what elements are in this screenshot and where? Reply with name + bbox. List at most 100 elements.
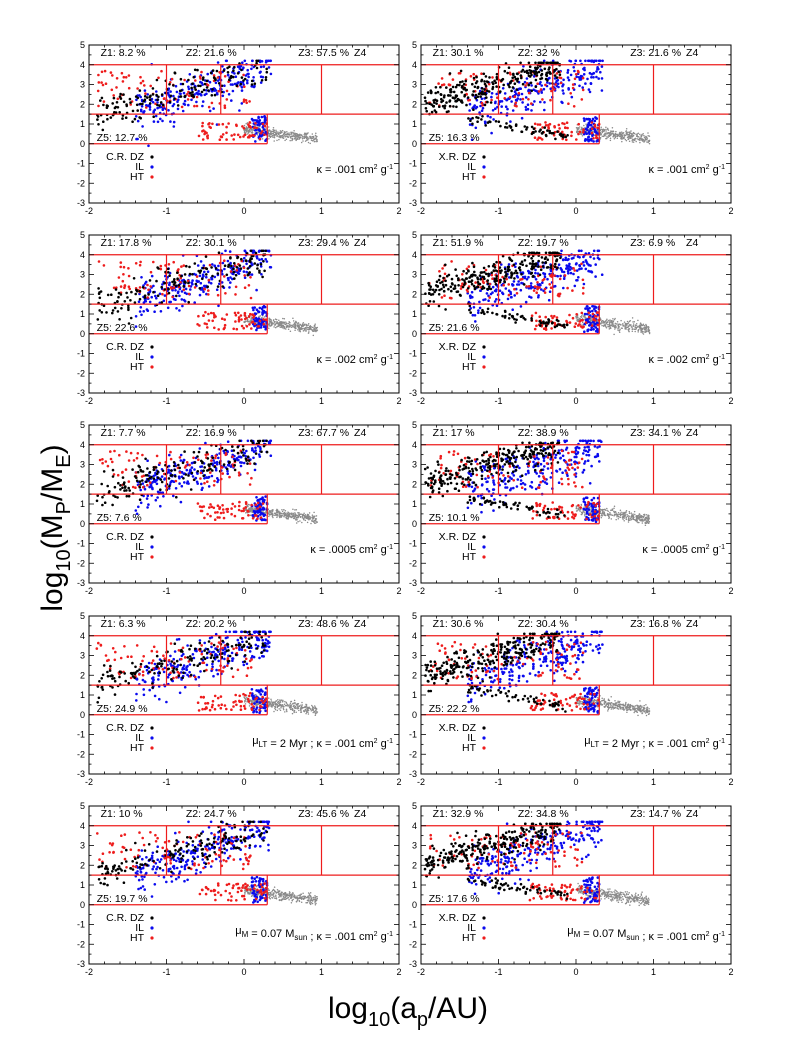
data-point (485, 80, 489, 83)
data-point (536, 66, 539, 69)
data-point (260, 79, 264, 82)
data-point (257, 128, 261, 132)
data-point (642, 333, 645, 335)
data-point (109, 71, 113, 74)
data-point (493, 300, 497, 303)
data-point (515, 104, 518, 108)
data-point (563, 274, 567, 277)
data-point (138, 263, 142, 267)
data-point (618, 132, 621, 135)
data-point (139, 116, 142, 120)
data-point (535, 319, 538, 323)
data-point (645, 136, 648, 138)
data-point (477, 92, 481, 96)
data-point (246, 267, 250, 270)
data-point (267, 250, 271, 253)
data-point (243, 286, 247, 290)
data-point (253, 508, 256, 510)
data-point (251, 59, 254, 63)
data-point (269, 266, 273, 269)
data-point (215, 91, 219, 95)
data-point (299, 136, 302, 139)
data-point (614, 328, 616, 330)
data-point (213, 264, 216, 268)
data-point (198, 324, 201, 327)
data-point (272, 133, 274, 135)
data-point (495, 77, 499, 81)
data-point (621, 138, 624, 140)
data-point (139, 75, 142, 79)
data-point (225, 125, 228, 129)
data-point (217, 123, 221, 126)
data-point (510, 259, 514, 263)
data-point (470, 138, 474, 141)
data-point (228, 65, 231, 69)
data-point (275, 322, 278, 324)
data-point (454, 85, 458, 89)
data-point (448, 88, 452, 92)
data-point (548, 131, 552, 135)
data-point (525, 71, 529, 74)
data-point (471, 116, 474, 120)
data-point (490, 273, 494, 277)
data-point (579, 59, 582, 63)
data-point (193, 301, 196, 304)
data-point (556, 266, 559, 270)
data-point (627, 330, 630, 332)
data-point (519, 288, 523, 292)
legend-marker (482, 365, 486, 369)
data-point (270, 512, 272, 514)
data-point (550, 89, 553, 93)
data-point (246, 79, 249, 82)
data-point (242, 270, 246, 273)
data-point (605, 126, 607, 128)
data-point (540, 288, 543, 291)
data-point (459, 294, 462, 297)
data-point (593, 123, 597, 127)
data-point (289, 330, 292, 333)
data-point (534, 130, 537, 133)
data-point (479, 104, 482, 108)
data-point (206, 270, 210, 274)
data-point (577, 316, 579, 319)
data-point (647, 134, 649, 137)
data-point (511, 76, 514, 80)
data-point (125, 103, 128, 106)
data-point (621, 327, 623, 329)
data-point (474, 81, 478, 85)
data-point (247, 272, 251, 275)
data-point (182, 284, 186, 288)
data-point (637, 329, 639, 332)
data-point (172, 94, 175, 98)
data-point (478, 306, 482, 310)
data-point (556, 82, 560, 86)
data-point (475, 75, 478, 79)
data-point (526, 103, 530, 106)
data-point (519, 61, 522, 65)
data-point (507, 293, 511, 297)
data-point (586, 305, 589, 308)
data-point (226, 259, 230, 263)
data-point (102, 100, 106, 103)
data-point (156, 101, 159, 104)
data-point (546, 266, 550, 269)
data-point (217, 89, 220, 93)
data-point (116, 97, 120, 101)
data-point (462, 82, 466, 86)
data-point (505, 122, 508, 125)
data-point (216, 293, 220, 297)
data-point (213, 315, 216, 319)
data-point (152, 115, 155, 118)
data-point (538, 286, 541, 289)
data-point (615, 327, 617, 329)
data-point (186, 98, 190, 101)
data-point (511, 109, 515, 112)
legend-label: HT (130, 361, 145, 373)
data-point (451, 85, 455, 89)
data-point (223, 267, 226, 271)
data-point (530, 251, 533, 255)
data-point (308, 519, 310, 521)
data-point (155, 78, 159, 82)
data-point (520, 92, 524, 96)
data-point (211, 274, 214, 278)
